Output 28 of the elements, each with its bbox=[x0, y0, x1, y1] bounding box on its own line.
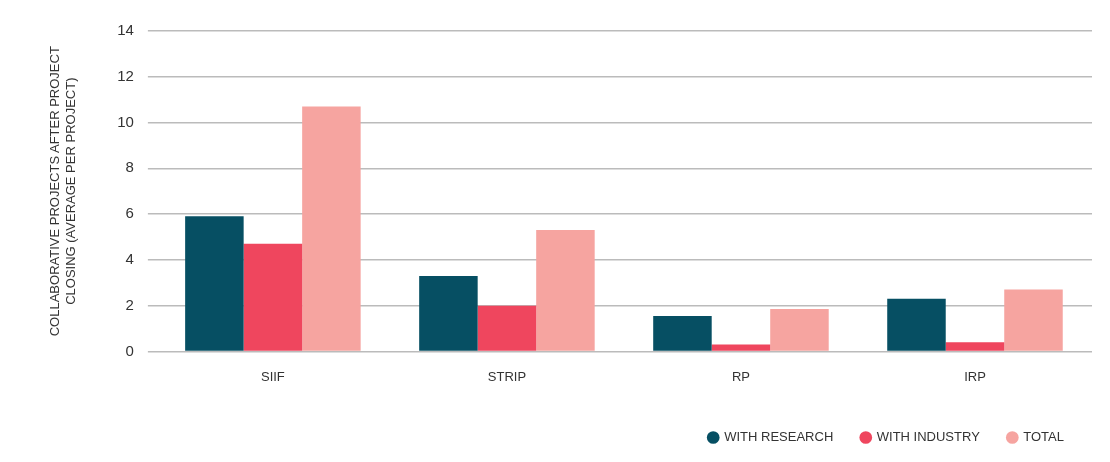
bar bbox=[419, 275, 478, 351]
bar bbox=[185, 216, 244, 351]
y-tick-label: 10 bbox=[117, 112, 134, 130]
bar bbox=[711, 344, 771, 351]
bar bbox=[302, 106, 361, 351]
bar bbox=[1004, 289, 1063, 351]
bar bbox=[536, 230, 595, 351]
x-tick-label: STRIP bbox=[487, 368, 527, 384]
y-axis-title: COLLABORATIVE PROJECTS AFTER PROJECT CLOSING (AVERAGE PER PROJECT) bbox=[47, 46, 78, 337]
y-tick-label: 2 bbox=[125, 295, 134, 313]
bar bbox=[887, 298, 946, 351]
legend-label: TOTAL bbox=[1023, 429, 1065, 445]
x-tick-label: IRP bbox=[964, 368, 986, 384]
bar bbox=[770, 309, 829, 351]
y-tick-label: 12 bbox=[117, 66, 134, 84]
y-tick-label: 8 bbox=[125, 158, 134, 176]
x-tick-label: RP bbox=[731, 368, 750, 384]
legend-label: WITH RESEARCH bbox=[724, 429, 834, 445]
y-tick-label: 6 bbox=[125, 204, 134, 222]
y-tick-label: 4 bbox=[125, 250, 134, 267]
bar bbox=[653, 315, 712, 351]
bar bbox=[243, 243, 303, 351]
y-tick-label: 0 bbox=[125, 341, 134, 359]
legend-label: WITH INDUSTRY bbox=[876, 429, 981, 445]
bar bbox=[477, 305, 537, 351]
bar bbox=[945, 342, 1005, 351]
y-tick-label: 14 bbox=[117, 21, 134, 39]
x-tick-label: SIIF bbox=[260, 368, 285, 384]
